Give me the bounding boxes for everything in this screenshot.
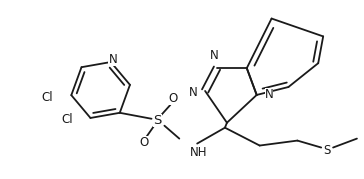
Text: O: O [169,92,178,105]
Text: S: S [324,144,331,157]
Text: O: O [139,136,148,149]
Text: S: S [153,114,162,127]
Text: NH: NH [190,146,208,159]
Text: Cl: Cl [61,113,72,126]
Text: N: N [189,86,197,100]
Text: N: N [210,49,218,62]
Text: N: N [265,88,273,101]
Text: Cl: Cl [42,91,54,104]
Text: N: N [108,53,117,66]
